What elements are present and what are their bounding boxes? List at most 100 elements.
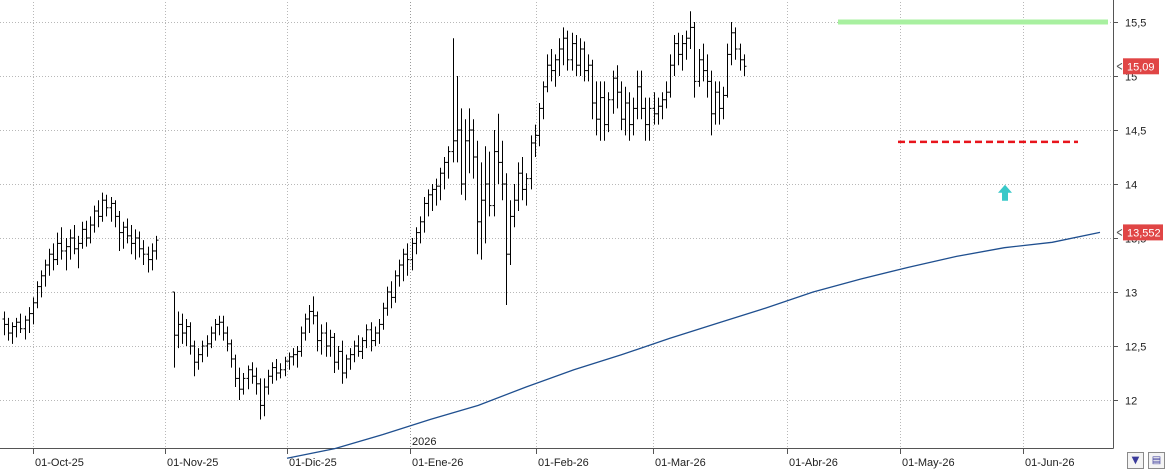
price-bar xyxy=(422,196,427,233)
price-bar xyxy=(270,362,275,384)
price-bar xyxy=(100,192,105,222)
price-bar xyxy=(125,218,130,244)
price-bar xyxy=(154,235,159,260)
last-price-label: 15,09 xyxy=(1127,61,1155,73)
price-bar xyxy=(373,326,378,346)
price-bar xyxy=(717,81,722,125)
price-bar xyxy=(274,358,279,381)
price-bar xyxy=(483,146,488,244)
price-bar xyxy=(129,225,134,255)
price-bar xyxy=(200,340,205,363)
price-bar xyxy=(459,108,464,195)
price-bar xyxy=(451,38,456,163)
price-bar xyxy=(643,97,648,141)
disk-icon: ▤ xyxy=(1151,455,1162,466)
price-bar xyxy=(615,65,620,109)
price-bar xyxy=(405,243,410,276)
price-bar xyxy=(611,70,616,114)
price-bar xyxy=(463,119,468,201)
price-bar xyxy=(442,157,447,190)
price-bar xyxy=(598,81,603,141)
price-bar xyxy=(84,220,89,247)
price-bars xyxy=(2,11,747,420)
price-bar xyxy=(23,315,28,340)
price-bar xyxy=(381,302,386,330)
moving-average-badge: 13,552 xyxy=(1123,224,1163,241)
y-tick-label: 15 xyxy=(1125,72,1137,84)
price-bar xyxy=(55,232,60,265)
x-tick-label: 01-Ene-26 xyxy=(412,457,463,469)
price-bar xyxy=(307,304,312,334)
y-tick-label: 12,5 xyxy=(1125,342,1146,354)
price-bar xyxy=(434,178,439,206)
price-bar xyxy=(733,27,738,60)
price-bar xyxy=(549,49,554,82)
price-bar xyxy=(582,41,587,82)
y-tick-label: 14,5 xyxy=(1125,126,1146,138)
price-bar xyxy=(2,311,7,336)
x-tick-label: 01-May-26 xyxy=(902,457,955,469)
price-bar xyxy=(291,348,296,366)
price-bar xyxy=(705,54,710,98)
price-bar xyxy=(697,49,702,87)
price-bar xyxy=(35,281,40,309)
x-tick-label: 01-Jun-26 xyxy=(1025,457,1075,469)
price-bar xyxy=(188,322,193,355)
save-button[interactable]: ▤ xyxy=(1148,452,1165,469)
price-bar xyxy=(446,146,451,179)
price-bar xyxy=(150,243,155,271)
price-bar xyxy=(217,315,222,336)
price-bar xyxy=(72,225,77,255)
price-bar xyxy=(233,354,238,388)
price-bar xyxy=(602,81,607,141)
price-bar xyxy=(336,346,341,370)
scroll-down-button[interactable]: ▼ xyxy=(1127,452,1144,469)
price-bar xyxy=(721,86,726,120)
last-price-badge-bg xyxy=(1123,58,1159,75)
price-bar xyxy=(10,322,15,344)
price-bar xyxy=(701,43,706,82)
price-bar xyxy=(241,373,246,395)
x-tick-label: 01-Nov-25 xyxy=(167,457,218,469)
price-bar xyxy=(117,211,122,251)
price-bar xyxy=(14,317,19,338)
price-bar xyxy=(426,189,431,217)
price-bar xyxy=(237,367,242,400)
price-bar xyxy=(315,311,320,352)
price-bar xyxy=(606,92,611,133)
price-bar xyxy=(688,11,693,49)
price-bar xyxy=(635,70,640,120)
price-bar xyxy=(504,173,509,305)
price-bar xyxy=(64,238,69,271)
price-bar xyxy=(184,319,189,346)
price-bar xyxy=(647,97,652,141)
price-bar xyxy=(76,235,81,269)
price-bar xyxy=(475,140,480,255)
x-tick-label: 01-Mar-26 xyxy=(655,457,706,469)
price-bar xyxy=(278,363,283,379)
x-axis-ticks: 01-Oct-25 01-Nov-25 01-Dic-25 01-Ene-26 01-F… xyxy=(35,457,1075,469)
price-bar xyxy=(209,326,214,349)
price-bar xyxy=(328,329,333,357)
price-bar xyxy=(496,113,501,184)
price-bar xyxy=(59,227,64,260)
price-bar xyxy=(492,130,497,217)
axes xyxy=(0,0,1123,454)
price-bar xyxy=(545,54,550,93)
price-bar xyxy=(39,270,44,298)
price-bar xyxy=(352,340,357,363)
x-tick-label: 01-Feb-26 xyxy=(538,457,589,469)
price-bar xyxy=(533,124,538,157)
price-bar xyxy=(487,151,492,217)
price-bar xyxy=(332,333,337,373)
price-bar xyxy=(348,348,353,370)
price-bar xyxy=(27,307,32,334)
y-tick-label: 14 xyxy=(1125,180,1137,192)
price-bar xyxy=(377,319,382,344)
chevron-down-icon: ▼ xyxy=(1131,455,1140,466)
price-bar xyxy=(266,369,271,395)
price-bar xyxy=(709,70,714,136)
price-bar xyxy=(146,246,151,273)
